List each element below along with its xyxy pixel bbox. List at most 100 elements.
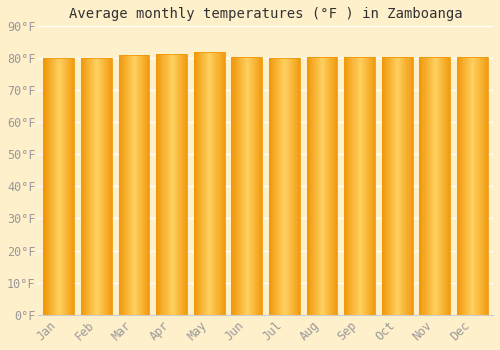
Bar [62, 58, 63, 315]
Bar [447, 57, 448, 315]
Bar [259, 57, 260, 315]
Bar [182, 54, 183, 315]
Bar [256, 57, 257, 315]
Bar [108, 58, 109, 315]
Bar [232, 57, 262, 315]
Bar [138, 55, 139, 315]
Bar [257, 57, 258, 315]
Bar [204, 52, 205, 315]
Bar [170, 54, 172, 315]
Bar [277, 58, 278, 315]
Bar [261, 57, 262, 315]
Bar [212, 52, 214, 315]
Bar [120, 55, 122, 315]
Bar [130, 55, 131, 315]
Bar [383, 57, 384, 315]
Bar [336, 57, 338, 315]
Bar [461, 57, 462, 315]
Bar [181, 54, 182, 315]
Bar [172, 54, 174, 315]
Bar [234, 57, 236, 315]
Bar [275, 58, 276, 315]
Bar [290, 58, 292, 315]
Bar [366, 57, 367, 315]
Bar [44, 58, 46, 315]
Bar [408, 57, 410, 315]
Bar [106, 58, 107, 315]
Bar [196, 52, 197, 315]
Bar [389, 57, 390, 315]
Bar [48, 58, 50, 315]
Bar [214, 52, 216, 315]
Bar [244, 57, 245, 315]
Bar [126, 55, 127, 315]
Bar [482, 57, 484, 315]
Bar [362, 57, 364, 315]
Bar [148, 55, 150, 315]
Bar [146, 55, 148, 315]
Bar [253, 57, 254, 315]
Bar [354, 57, 356, 315]
Bar [118, 55, 120, 315]
Bar [437, 57, 438, 315]
Bar [299, 58, 300, 315]
Title: Average monthly temperatures (°F ) in Zamboanga: Average monthly temperatures (°F ) in Za… [69, 7, 462, 21]
Bar [269, 58, 270, 315]
Bar [238, 57, 240, 315]
Bar [326, 57, 327, 315]
Bar [71, 58, 72, 315]
Bar [50, 58, 51, 315]
Bar [292, 58, 294, 315]
Bar [463, 57, 464, 315]
Bar [92, 58, 94, 315]
Bar [319, 57, 320, 315]
Bar [122, 55, 123, 315]
Bar [446, 57, 447, 315]
Bar [202, 52, 203, 315]
Bar [385, 57, 386, 315]
Bar [245, 57, 246, 315]
Bar [81, 58, 112, 315]
Bar [98, 58, 100, 315]
Bar [317, 57, 318, 315]
Bar [308, 57, 310, 315]
Bar [484, 57, 486, 315]
Bar [439, 57, 440, 315]
Bar [315, 57, 316, 315]
Bar [486, 57, 487, 315]
Bar [467, 57, 468, 315]
Bar [360, 57, 362, 315]
Bar [294, 58, 296, 315]
Bar [177, 54, 178, 315]
Bar [186, 54, 187, 315]
Bar [220, 52, 222, 315]
Bar [323, 57, 324, 315]
Bar [184, 54, 185, 315]
Bar [420, 57, 450, 315]
Bar [318, 57, 319, 315]
Bar [218, 52, 220, 315]
Bar [448, 57, 449, 315]
Bar [384, 57, 385, 315]
Bar [457, 57, 488, 315]
Bar [430, 57, 432, 315]
Bar [329, 57, 330, 315]
Bar [470, 57, 472, 315]
Bar [274, 58, 275, 315]
Bar [60, 58, 61, 315]
Bar [255, 57, 256, 315]
Bar [216, 52, 218, 315]
Bar [330, 57, 332, 315]
Bar [64, 58, 65, 315]
Bar [127, 55, 128, 315]
Bar [404, 57, 406, 315]
Bar [394, 57, 395, 315]
Bar [472, 57, 474, 315]
Bar [432, 57, 434, 315]
Bar [123, 55, 124, 315]
Bar [410, 57, 412, 315]
Bar [260, 57, 261, 315]
Bar [364, 57, 366, 315]
Bar [382, 57, 383, 315]
Bar [249, 57, 250, 315]
